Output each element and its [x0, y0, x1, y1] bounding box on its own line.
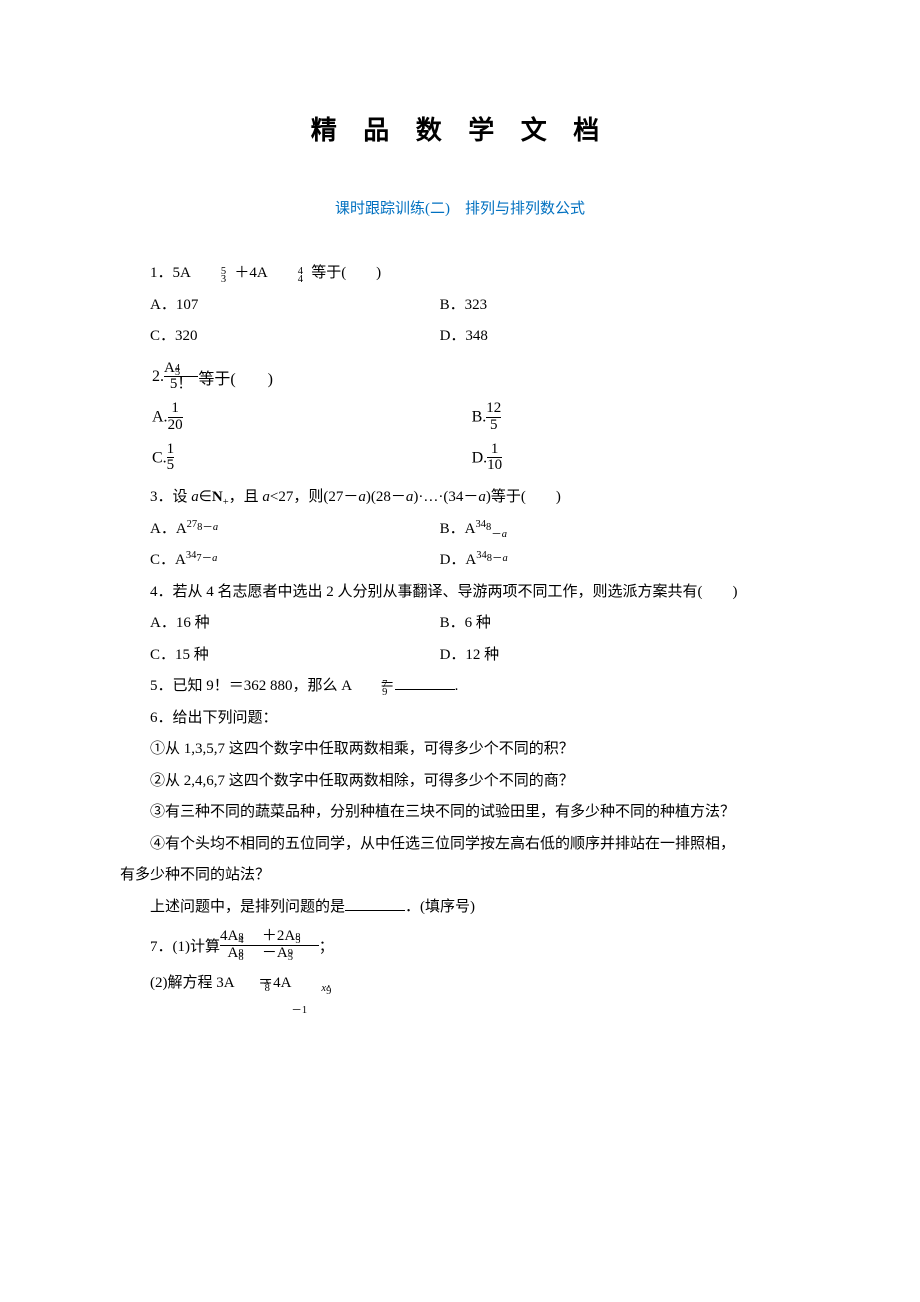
text: 2. [120, 368, 164, 386]
option-b: B．323 [440, 290, 800, 322]
q3-stem: 3．设 a∈N+，且 a<27，则(27－a)(28－a)·…·(34－a)等于… [120, 482, 800, 514]
option-a: A．16 种 [120, 608, 440, 640]
fraction: 15 [167, 442, 175, 475]
fill-blank [395, 674, 455, 690]
q6-p4a: ④有个头均不相同的五位同学，从中任选三位同学按左高右低的顺序并排站在一排照相， [120, 829, 800, 861]
fill-blank [345, 895, 405, 911]
q2-options-row1: A.120 B.125 [120, 401, 800, 434]
fraction: 120 [168, 401, 183, 434]
option-d: D．12 种 [440, 640, 800, 672]
q6-p1: ①从 1,3,5,7 这四个数字中任取两数相乘，可得多少个不同的积？ [120, 734, 800, 766]
option-b: B．A348－a [440, 514, 800, 546]
option-a: A.120 [120, 401, 472, 434]
q4-options-row1: A．16 种 B．6 种 [120, 608, 800, 640]
option-d: D．A348－a [440, 545, 800, 577]
q6-p3: ③有三种不同的蔬菜品种，分别种植在三块不同的试验田里，有多少种不同的种植方法？ [120, 797, 800, 829]
page: 精 品 数 学 文 档 课时跟踪训练(二) 排列与排列数公式 1．5A35＋4A… [0, 0, 920, 1089]
q6-tail: 上述问题中，是排列问题的是．(填序号) [120, 892, 800, 924]
q2-options-row2: C.15 D.110 [120, 442, 800, 475]
option-a: A．107 [120, 290, 440, 322]
option-b: B.125 [472, 401, 800, 434]
option-a: A．A278－a [120, 514, 440, 546]
page-title: 精 品 数 学 文 档 [120, 110, 800, 147]
q5-stem: 5．已知 9！＝362 880，那么 A97＝. [120, 671, 800, 703]
option-d: D.110 [472, 442, 800, 475]
text: ＋4A [234, 265, 267, 281]
fraction-den: A88－A95 [220, 945, 319, 962]
q7-p1: 7．(1)计算 4A84＋2A85 A88－A95 ； [120, 929, 800, 962]
fraction: 125 [486, 401, 501, 434]
q4-stem: 4．若从 4 名志愿者中选出 2 人分别从事翻译、导游两项不同工作，则选派方案共… [120, 577, 800, 609]
fraction-num: A45 [164, 361, 198, 377]
q1-stem: 1．5A35＋4A44等于( ) [120, 258, 800, 290]
q3-options-row2: C．A347－a D．A348－a [120, 545, 800, 577]
q4-options-row2: C．15 种 D．12 种 [120, 640, 800, 672]
q1-options-row2: C．320 D．348 [120, 321, 800, 353]
fraction: 110 [487, 442, 502, 475]
q6-stem: 6．给出下列问题： [120, 703, 800, 735]
q7-p2: (2)解方程 3A8x＝4Ax9－1. [120, 968, 800, 1000]
text: 等于( ) [198, 365, 273, 389]
fraction-den: 5！ [164, 376, 198, 393]
text: 等于( ) [311, 265, 381, 281]
subtitle: 课时跟踪训练(二) 排列与排列数公式 [120, 197, 800, 218]
fraction: 4A84＋2A85 A88－A95 [220, 929, 319, 962]
q6-p4b: 有多少种不同的站法？ [120, 860, 800, 892]
fraction: A45 5！ [164, 361, 198, 394]
option-b: B．6 种 [440, 608, 800, 640]
option-d: D．348 [440, 321, 800, 353]
q6-p2: ②从 2,4,6,7 这四个数字中任取两数相除，可得多少个不同的商？ [120, 766, 800, 798]
option-c: C．15 种 [120, 640, 440, 672]
fraction-num: 4A84＋2A85 [220, 929, 319, 945]
q2-stem: 2. A45 5！ 等于( ) [120, 361, 800, 394]
q3-options-row1: A．A278－a B．A348－a [120, 514, 800, 546]
text: 1．5A [150, 265, 191, 281]
option-c: C.15 [120, 442, 472, 475]
q1-options-row1: A．107 B．323 [120, 290, 800, 322]
option-c: C．320 [120, 321, 440, 353]
option-c: C．A347－a [120, 545, 440, 577]
